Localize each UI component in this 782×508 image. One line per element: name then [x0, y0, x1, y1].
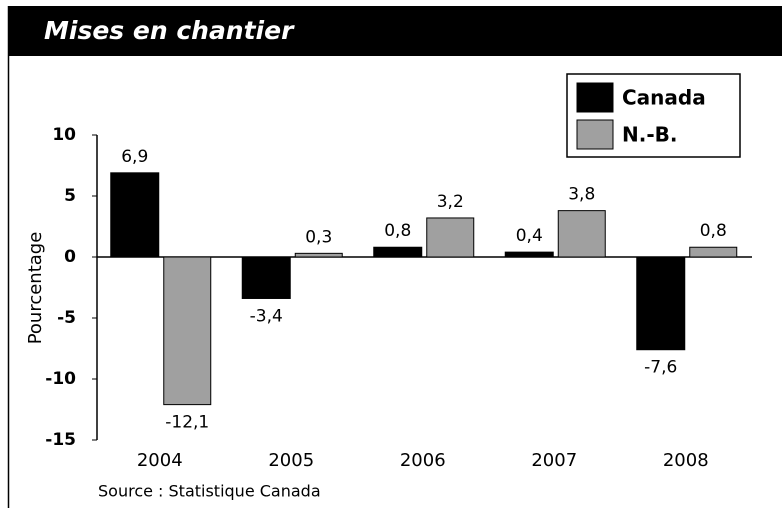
legend-label: Canada	[622, 86, 706, 110]
legend-swatch	[576, 119, 614, 150]
value-label: -3,4	[250, 306, 283, 326]
bar	[504, 251, 554, 258]
legend-swatch	[576, 82, 614, 113]
source: Source : Statistique Canada	[98, 482, 321, 501]
bar	[110, 172, 160, 258]
title-bar	[8, 6, 782, 56]
bar	[636, 256, 686, 351]
y-tick-label: 5	[64, 186, 76, 206]
value-label: 0,8	[700, 221, 727, 241]
x-tick-label: 2008	[663, 450, 709, 471]
value-label: 3,2	[437, 192, 464, 212]
bar	[689, 246, 738, 258]
y-tick-label: 0	[64, 247, 76, 267]
bar	[373, 246, 423, 258]
bar	[241, 256, 291, 299]
x-tick-label: 2007	[531, 450, 577, 471]
chart-title: Mises en chantier	[44, 16, 295, 45]
x-tick-label: 2005	[268, 450, 314, 471]
value-label: -12,1	[165, 413, 209, 433]
x-tick-label: 2006	[400, 450, 446, 471]
y-tick-label: -5	[57, 308, 76, 328]
y-tick-label: -10	[45, 369, 76, 389]
x-tick-label: 2004	[137, 450, 183, 471]
y-tick-label: 10	[52, 125, 76, 145]
value-label: 0,8	[384, 221, 411, 241]
value-label: 0,4	[516, 226, 543, 246]
value-label: -7,6	[644, 358, 677, 378]
y-tick-label: -15	[45, 430, 76, 450]
value-label: 6,9	[121, 147, 148, 167]
value-label: 0,3	[305, 227, 332, 247]
value-label: 3,8	[568, 185, 595, 205]
bar	[426, 217, 475, 258]
legend-label: N.-B.	[622, 123, 677, 147]
bar	[557, 210, 606, 258]
bar	[294, 252, 343, 258]
y-axis-label: Pourcentage	[25, 232, 46, 345]
bar	[163, 256, 212, 406]
